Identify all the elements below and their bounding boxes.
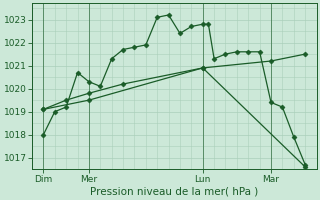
X-axis label: Pression niveau de la mer( hPa ): Pression niveau de la mer( hPa ) [90, 187, 259, 197]
